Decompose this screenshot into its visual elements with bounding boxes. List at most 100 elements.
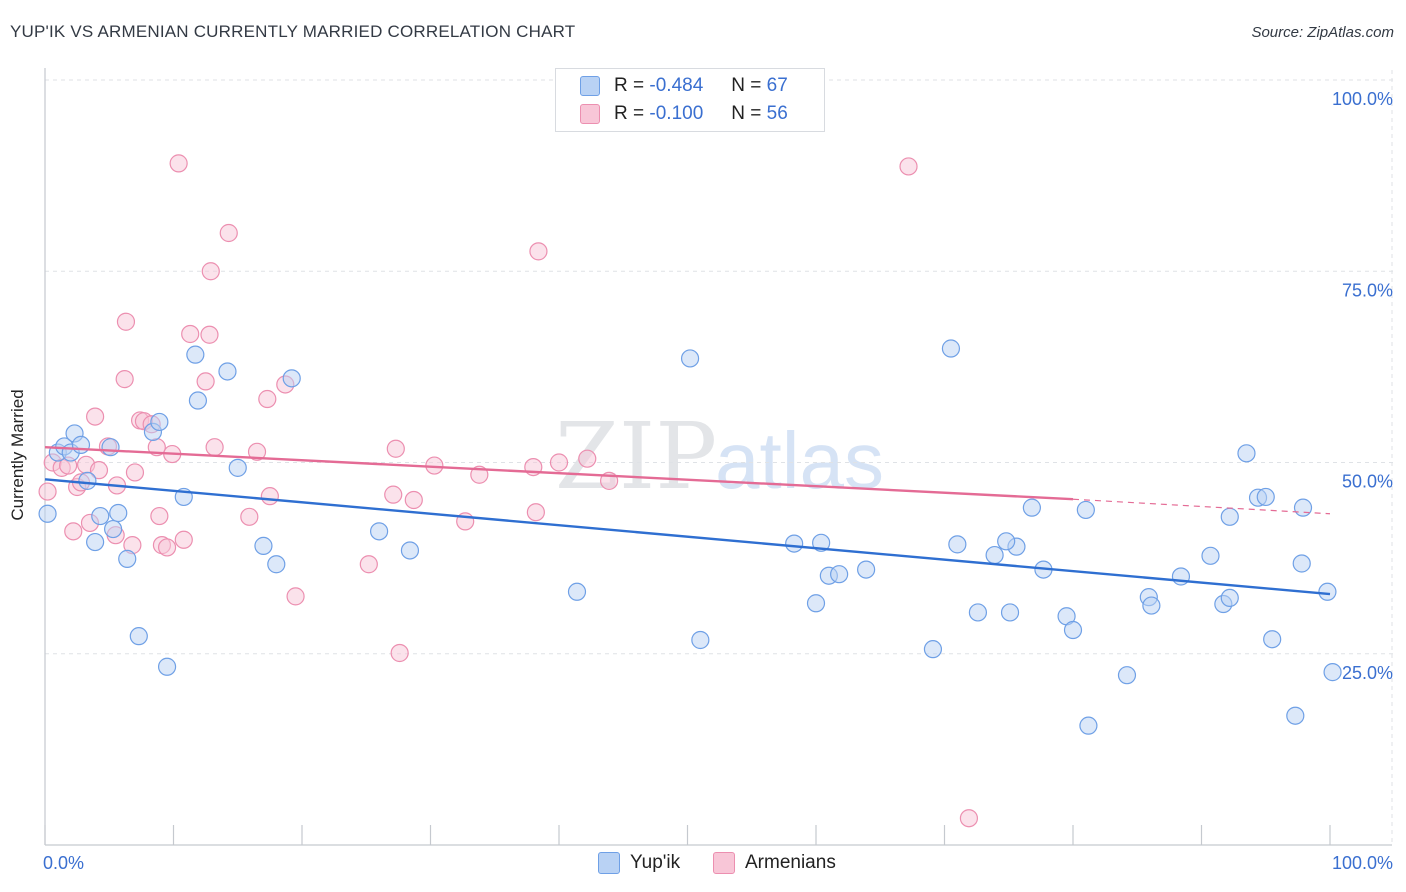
- armenian-point: [205, 438, 224, 457]
- armenian-point: [578, 449, 597, 468]
- yupik-point: [1237, 444, 1256, 463]
- yupik-point: [1201, 546, 1220, 565]
- yupik-point: [104, 519, 123, 539]
- legend-row-yupik: R = -0.484 N = 67: [580, 74, 788, 98]
- armenian-point: [286, 587, 305, 606]
- yupik-point: [71, 435, 91, 455]
- armenian-point: [38, 482, 57, 501]
- yupik-point: [129, 627, 148, 646]
- armenian-point: [247, 442, 267, 461]
- armenian-point: [181, 324, 200, 344]
- yupik-point: [785, 534, 804, 553]
- yupik-point: [941, 339, 961, 358]
- armenian-point: [174, 530, 193, 549]
- yupik-point: [91, 506, 110, 526]
- yupik-point: [1142, 596, 1161, 615]
- y-tick-labels: 100.0% 75.0% 50.0% 25.0%: [1332, 89, 1393, 683]
- yupik-point: [188, 391, 208, 410]
- yupik-point: [1263, 630, 1282, 649]
- armenian-trend-line: [44, 446, 1074, 501]
- armenian-point: [116, 312, 136, 331]
- armenian-point: [64, 522, 83, 541]
- yupik-point: [1117, 666, 1137, 685]
- yupik-point: [691, 630, 710, 650]
- legend-swatch-armenian: [580, 104, 600, 124]
- y-tick-label: 25.0%: [1342, 663, 1393, 683]
- legend-r-label: R =: [614, 75, 645, 96]
- x-tick-label-min: 0.0%: [43, 853, 84, 873]
- armenian-point: [89, 461, 109, 480]
- yupik-point: [680, 349, 700, 368]
- watermark: ZIP atlas: [555, 403, 884, 510]
- x-tick-label-max: 100.0%: [1332, 853, 1393, 873]
- yupik-point: [282, 369, 301, 388]
- yupik-point: [1293, 498, 1313, 517]
- armenian-point: [157, 538, 177, 557]
- legend-n-value: 67: [766, 75, 788, 96]
- yupik-point: [78, 471, 97, 490]
- armenian-point: [219, 223, 238, 243]
- yupik-point: [968, 603, 988, 622]
- yupik-point: [1286, 706, 1305, 725]
- armenian-point: [390, 643, 409, 663]
- watermark-atlas: atlas: [715, 416, 884, 505]
- armenian-point: [386, 439, 405, 458]
- armenian-point: [115, 370, 134, 389]
- chart-title: YUP'IK VS ARMENIAN CURRENTLY MARRIED COR…: [10, 22, 576, 41]
- yupik-point: [86, 532, 105, 552]
- armenian-point: [86, 407, 105, 426]
- yupik-point: [118, 549, 137, 568]
- yupik-point: [186, 345, 205, 364]
- yupik-point: [1022, 498, 1041, 517]
- yupik-point: [254, 536, 273, 555]
- armenian-point: [529, 242, 548, 261]
- armenian-point: [526, 503, 545, 522]
- yupik-point: [1256, 487, 1275, 507]
- armenian-point: [201, 262, 220, 281]
- yupik-point: [923, 640, 943, 659]
- yupik-point: [1000, 603, 1020, 622]
- y-axis-label: Currently Married: [8, 389, 27, 521]
- legend-r-value: -0.484: [649, 75, 704, 96]
- yupik-point: [948, 535, 967, 554]
- yupik-point: [806, 594, 826, 613]
- y-tick-label: 50.0%: [1342, 472, 1393, 492]
- armenian-point: [150, 506, 169, 526]
- armenian-point: [258, 389, 277, 409]
- armenian-point: [200, 325, 219, 344]
- yupik-point: [1076, 500, 1095, 520]
- bottom-legend-swatch-armenians: [713, 852, 735, 874]
- yupik-trend-line: [44, 478, 1331, 596]
- yupik-point: [400, 541, 420, 560]
- legend-n-label: N =: [731, 75, 762, 96]
- legend-r-label: R =: [614, 103, 645, 124]
- bottom-legend-label-armenians: Armenians: [745, 852, 836, 873]
- armenian-point: [359, 555, 378, 574]
- yupik-point: [985, 545, 1004, 565]
- x-tick-labels: 0.0% 100.0%: [43, 853, 1393, 873]
- y-tick-label: 75.0%: [1342, 280, 1393, 300]
- source-label: Source: ZipAtlas.com: [1251, 24, 1394, 41]
- yupik-point: [830, 565, 849, 584]
- armenian-point: [125, 463, 145, 482]
- armenian-point: [384, 485, 403, 504]
- yupik-point: [857, 560, 876, 579]
- yupik-point: [101, 438, 120, 457]
- yupik-point: [567, 582, 587, 601]
- yupik-point: [1318, 582, 1337, 601]
- yupik-point: [267, 555, 286, 574]
- bottom-legend-yupik: Yup'ik: [598, 852, 680, 874]
- yupik-point: [1079, 716, 1098, 735]
- armenian-point: [899, 157, 918, 176]
- yupik-point: [218, 362, 237, 381]
- legend-swatch-yupik: [580, 76, 600, 96]
- legend-r-value: -0.100: [649, 103, 704, 124]
- armenian-point: [240, 507, 259, 526]
- yupik-point: [109, 503, 128, 523]
- armenian-point: [959, 809, 979, 828]
- yupik-point: [997, 532, 1016, 551]
- yupik-point: [228, 458, 247, 477]
- y-tick-label: 100.0%: [1332, 89, 1393, 109]
- armenian-point: [404, 490, 423, 510]
- legend-n-value: 56: [766, 103, 788, 124]
